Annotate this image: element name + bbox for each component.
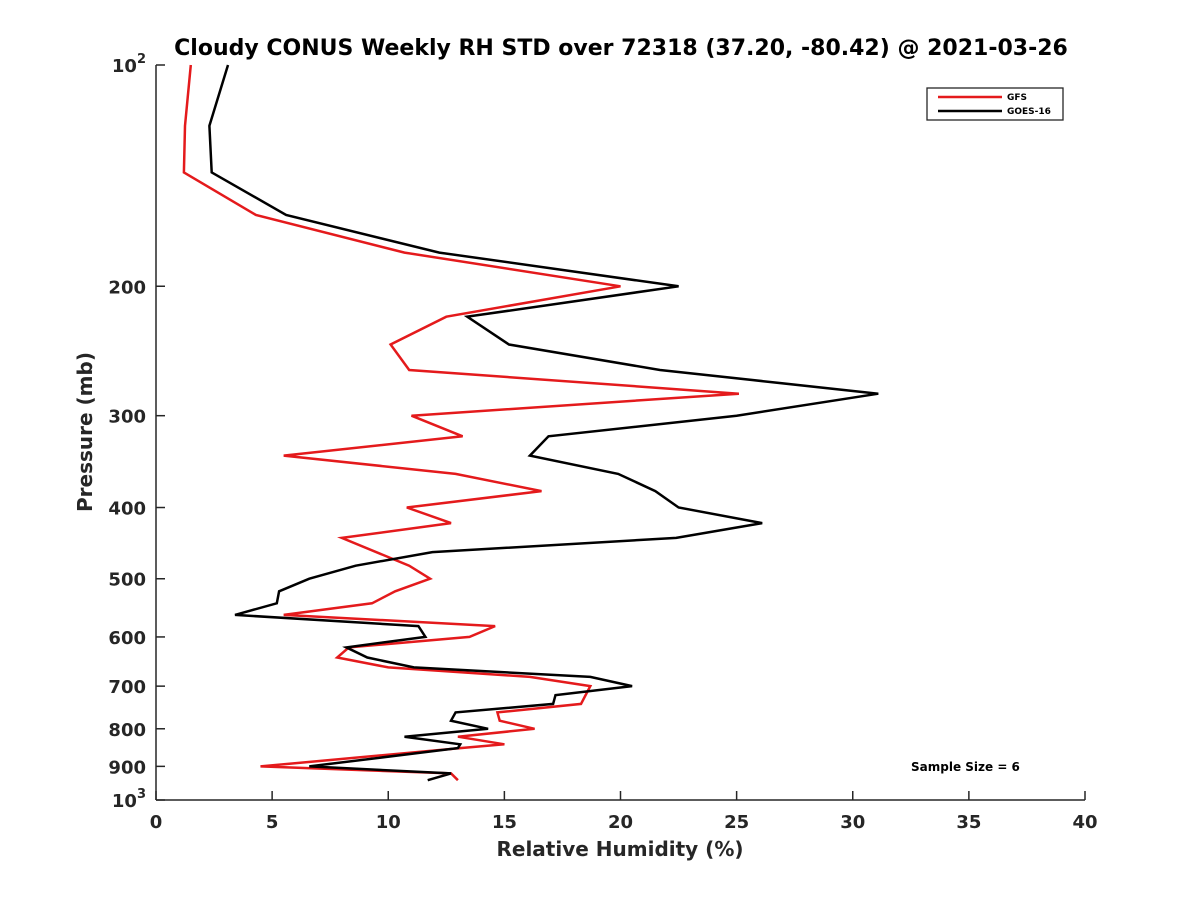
y-tick-label: 500 xyxy=(108,570,146,591)
chart-title: Cloudy CONUS Weekly RH STD over 72318 (3… xyxy=(174,36,1068,61)
legend: GFS GOES-16 xyxy=(926,87,1064,121)
y-tick-label: 600 xyxy=(108,628,146,649)
x-tick-label: 15 xyxy=(492,812,517,833)
y-tick-label: 300 xyxy=(108,407,146,428)
y-tick-label: 102 xyxy=(112,52,146,77)
plot-area: 0 5 10 15 20 25 30 35 40 102 200 300 400 500 600 700 80… xyxy=(108,52,1097,833)
series-layer xyxy=(182,64,879,782)
y-axis-label: Pressure (mb) xyxy=(73,352,97,512)
y-tick-label: 800 xyxy=(108,720,146,741)
series-line-goes16 xyxy=(208,64,879,782)
x-tick-label: 20 xyxy=(608,812,633,833)
x-tick-label: 35 xyxy=(956,812,981,833)
y-tick-label: 103 xyxy=(112,787,146,812)
legend-label-gfs: GFS xyxy=(1007,93,1027,103)
x-tick-label: 30 xyxy=(840,812,865,833)
y-tick-label: 200 xyxy=(108,277,146,298)
sample-size-annotation: Sample Size = 6 xyxy=(911,760,1020,774)
legend-label-goes16: GOES-16 xyxy=(1007,107,1051,117)
x-axis-label: Relative Humidity (%) xyxy=(496,837,743,861)
x-tick-label: 25 xyxy=(724,812,749,833)
y-tick-label: 400 xyxy=(108,499,146,520)
y-tick-label: 700 xyxy=(108,677,146,698)
y-ticks: 102 200 300 400 500 600 700 800 900 103 xyxy=(108,52,165,812)
legend-box xyxy=(926,87,1064,121)
x-ticks: 0 5 10 15 20 25 30 35 40 xyxy=(150,791,1098,833)
y-tick-label: 900 xyxy=(108,757,146,778)
x-tick-label: 0 xyxy=(150,812,163,833)
x-tick-label: 10 xyxy=(376,812,401,833)
x-tick-label: 5 xyxy=(266,812,279,833)
series-line-gfs xyxy=(182,64,739,782)
x-tick-label: 40 xyxy=(1072,812,1097,833)
